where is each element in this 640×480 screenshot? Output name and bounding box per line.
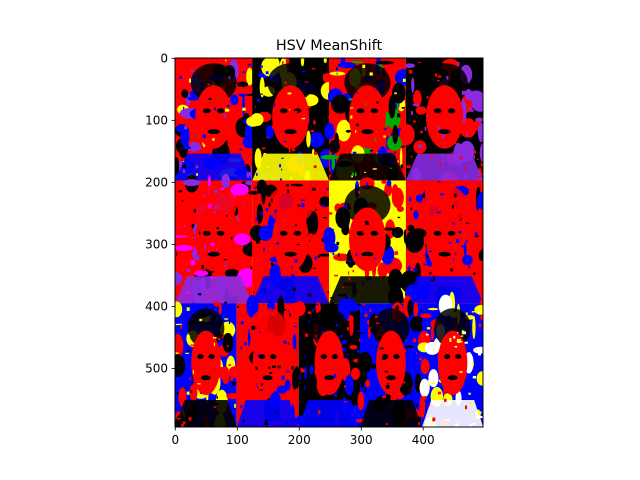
image-panel [247, 179, 332, 307]
image-panel [400, 180, 483, 308]
y-tick-label: 0 [160, 52, 168, 66]
x-axis: 0 100 200 300 400 [171, 427, 435, 447]
y-tick-label: 400 [145, 300, 168, 314]
x-tick-label: 300 [350, 433, 373, 447]
y-tick-label: 500 [145, 362, 168, 376]
y-tick-label: 300 [145, 238, 168, 252]
image-panel [417, 291, 483, 427]
x-tick-label: 100 [226, 433, 249, 447]
image-panel [323, 177, 407, 307]
image-panel [175, 173, 261, 309]
image-area [175, 58, 483, 427]
x-tick-label: 200 [288, 433, 311, 447]
x-tick-label: 400 [412, 433, 435, 447]
y-axis: 0 100 200 300 400 500 [145, 52, 175, 376]
x-tick-label: 0 [171, 433, 179, 447]
axes-frame [174, 57, 484, 428]
image-panel [236, 294, 301, 427]
image-panel [175, 301, 243, 427]
image-panel [399, 58, 483, 188]
chart-title: HSV MeanShift [276, 38, 383, 54]
image-panel [293, 297, 365, 427]
image-panel [246, 58, 336, 187]
y-tick-label: 200 [145, 176, 168, 190]
y-tick-label: 100 [145, 114, 168, 128]
image-panel [355, 295, 426, 427]
image-panel [175, 58, 257, 189]
image-panel [320, 58, 413, 188]
